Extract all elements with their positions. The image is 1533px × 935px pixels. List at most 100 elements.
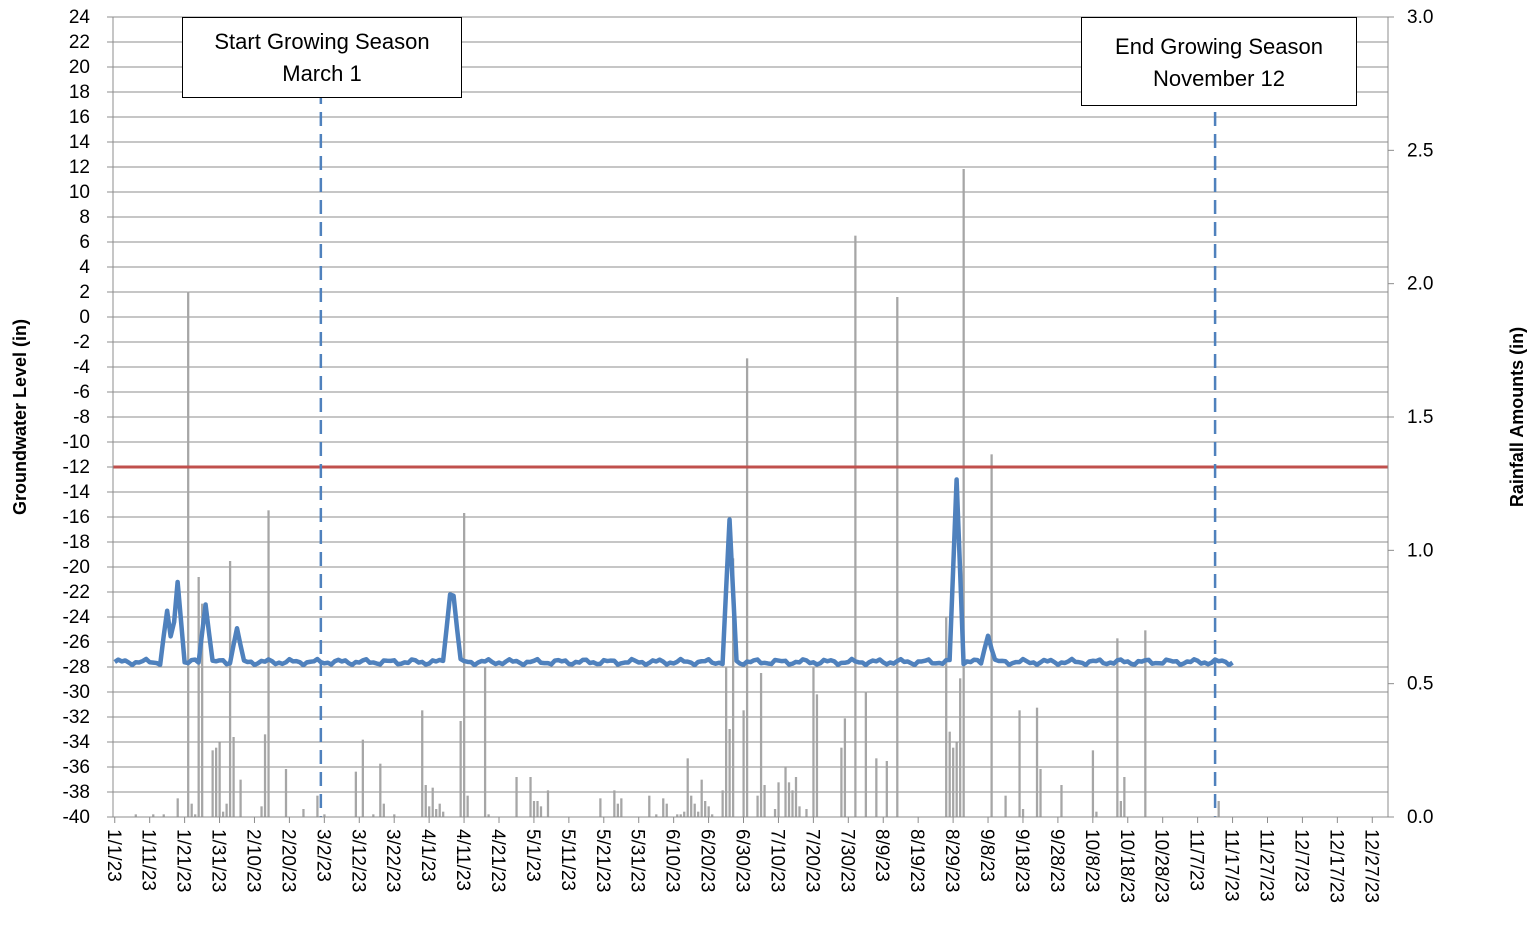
right-tick-label: 1.0 [1407, 540, 1433, 561]
rainfall-bar [745, 358, 749, 817]
rainfall-bar [948, 731, 951, 817]
rainfall-bar [428, 806, 431, 817]
rainfall-bar [784, 766, 787, 817]
left-tick-label: -32 [63, 707, 90, 728]
start-season-annotation: Start Growing Season March 1 [182, 17, 462, 98]
x-tick-label: 5/1/23 [522, 829, 543, 882]
rainfall-bar [487, 814, 490, 817]
rainfall-bar [1060, 785, 1063, 817]
left-tick-label: 18 [69, 82, 90, 103]
rainfall-bar [599, 798, 602, 817]
x-tick-label: 1/21/23 [173, 829, 194, 892]
rainfall-bar [683, 811, 686, 817]
x-tick-label: 9/18/23 [1011, 829, 1032, 892]
gridlines [113, 16, 1388, 818]
rainfall-bar [215, 747, 218, 817]
end-season-annotation: End Growing Season November 12 [1081, 17, 1357, 106]
right-tick-label: 1.5 [1407, 407, 1433, 428]
rainfall-bar [152, 814, 155, 817]
left-tick-label: 16 [69, 107, 90, 128]
rainfall-bar [539, 806, 543, 817]
rainfall-bar [959, 678, 962, 817]
rainfall-bar [232, 737, 235, 817]
rainfall-bar [690, 795, 693, 817]
rainfall-bar [421, 710, 424, 817]
rainfall-bar [840, 747, 843, 817]
rainfall-bar [655, 814, 658, 817]
rainfall-bar [1119, 801, 1122, 817]
rainfall-bar [843, 718, 847, 817]
rainfall-bar [759, 673, 763, 817]
right-tick-label: 2.5 [1407, 140, 1433, 161]
rainfall-bar [815, 694, 819, 817]
rainfall-bar [791, 790, 794, 817]
x-tick-label: 7/30/23 [836, 829, 857, 892]
rainfall-bar [260, 806, 263, 817]
rainfall-bar [854, 235, 857, 817]
rainfall-bar [354, 771, 357, 817]
rainfall-bar [1018, 710, 1021, 817]
left-tick-label: -18 [63, 532, 90, 553]
left-tick-label: -40 [63, 807, 90, 828]
rainfall-bar [787, 782, 791, 817]
left-tick-label: 2 [79, 282, 90, 303]
left-tick-label: -38 [63, 782, 90, 803]
rainfall-bar [1021, 809, 1025, 817]
rainfall-bar [176, 798, 179, 817]
rainfall-bar [463, 513, 466, 817]
rainfall-bar [805, 809, 808, 817]
x-tick-label: 3/2/23 [312, 829, 333, 882]
groundwater-line [113, 477, 1234, 668]
x-tick-label: 3/12/23 [347, 829, 368, 892]
left-tick-label: -8 [73, 407, 90, 428]
left-axis-ticks: 242220181614121086420-2-4-6-8-10-12-14-1… [63, 7, 113, 828]
x-tick-label: 5/11/23 [557, 829, 578, 891]
rainfall-bar [955, 742, 958, 817]
x-tick-label: 11/27/23 [1255, 829, 1276, 902]
x-tick-label: 6/10/23 [662, 829, 683, 892]
left-tick-label: 12 [69, 157, 90, 178]
right-axis-ticks: 3.0 2.5 2.0 1.5 1.0 0.5 0.0 [1388, 7, 1433, 828]
left-tick-label: -20 [63, 557, 90, 578]
rainfall-bar [742, 710, 745, 817]
rainfall-bar [379, 763, 382, 817]
x-tick-label: 8/29/23 [941, 829, 962, 892]
rainfall-bar [990, 454, 993, 817]
rainfall-bar [515, 777, 518, 817]
rainfall-bar [864, 691, 867, 817]
rainfall-bar [393, 814, 396, 817]
start-season-line-1: Start Growing Season [214, 29, 430, 54]
left-tick-label: -14 [63, 482, 91, 503]
rainfall-bar [1123, 777, 1126, 817]
left-tick-label: 4 [79, 257, 90, 278]
x-tick-label: 9/28/23 [1046, 829, 1067, 892]
left-tick-label: 8 [79, 207, 90, 228]
start-season-line-2: March 1 [282, 61, 362, 86]
rainfall-bar [704, 801, 707, 817]
x-tick-label: 4/21/23 [487, 829, 508, 892]
x-tick-label: 1/1/23 [103, 829, 124, 882]
rainfall-bar [382, 803, 385, 817]
rainfall-bar [225, 803, 228, 817]
rainfall-bar [228, 561, 232, 817]
rainfall-bar [707, 806, 710, 817]
x-tick-label: 7/10/23 [766, 829, 787, 892]
x-tick-label: 8/9/23 [871, 829, 892, 882]
season-markers [319, 90, 1217, 817]
right-tick-label: 2.0 [1407, 274, 1433, 295]
rainfall-bar [197, 577, 200, 817]
rainfall-bar [190, 803, 193, 817]
x-tick-label: 3/22/23 [382, 829, 403, 892]
rainfall-bar [134, 814, 137, 817]
rainfall-bar [721, 790, 724, 817]
rainfall-bar [546, 790, 550, 817]
left-tick-label: -28 [63, 657, 90, 678]
x-tick-label: 5/21/23 [592, 829, 613, 892]
left-tick-label: -34 [63, 732, 91, 753]
rainfall-bar [676, 814, 679, 817]
left-tick-label: -4 [73, 357, 90, 378]
end-season-line-1: End Growing Season [1115, 34, 1323, 59]
rainfall-bar [613, 790, 616, 817]
left-tick-label: 20 [69, 57, 90, 78]
